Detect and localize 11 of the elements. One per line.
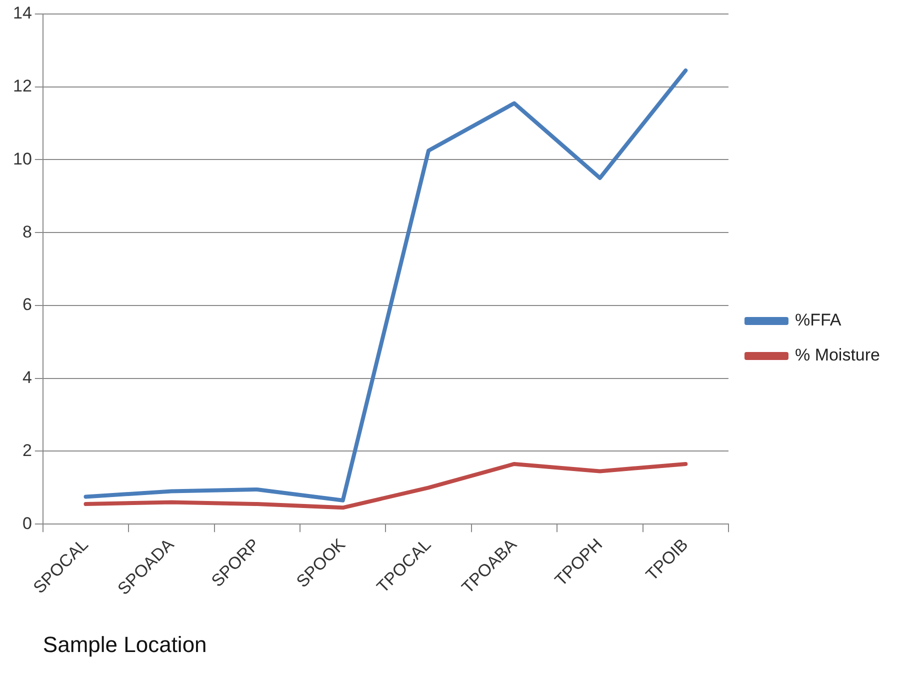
y-tick-label: 6 <box>22 295 32 314</box>
legend-label: % Moisture <box>794 346 880 365</box>
y-tick-label: 10 <box>12 149 32 168</box>
y-tick-label: 8 <box>22 222 32 242</box>
x-axis-title: Sample Location <box>42 632 207 657</box>
y-tick-label: 2 <box>22 440 32 460</box>
y-tick-label: 0 <box>22 514 32 533</box>
y-tick-label: 12 <box>12 76 32 96</box>
legend-label: %FFA <box>794 310 842 330</box>
y-tick-label: 4 <box>22 368 32 388</box>
y-tick-label: 14 <box>12 4 32 23</box>
